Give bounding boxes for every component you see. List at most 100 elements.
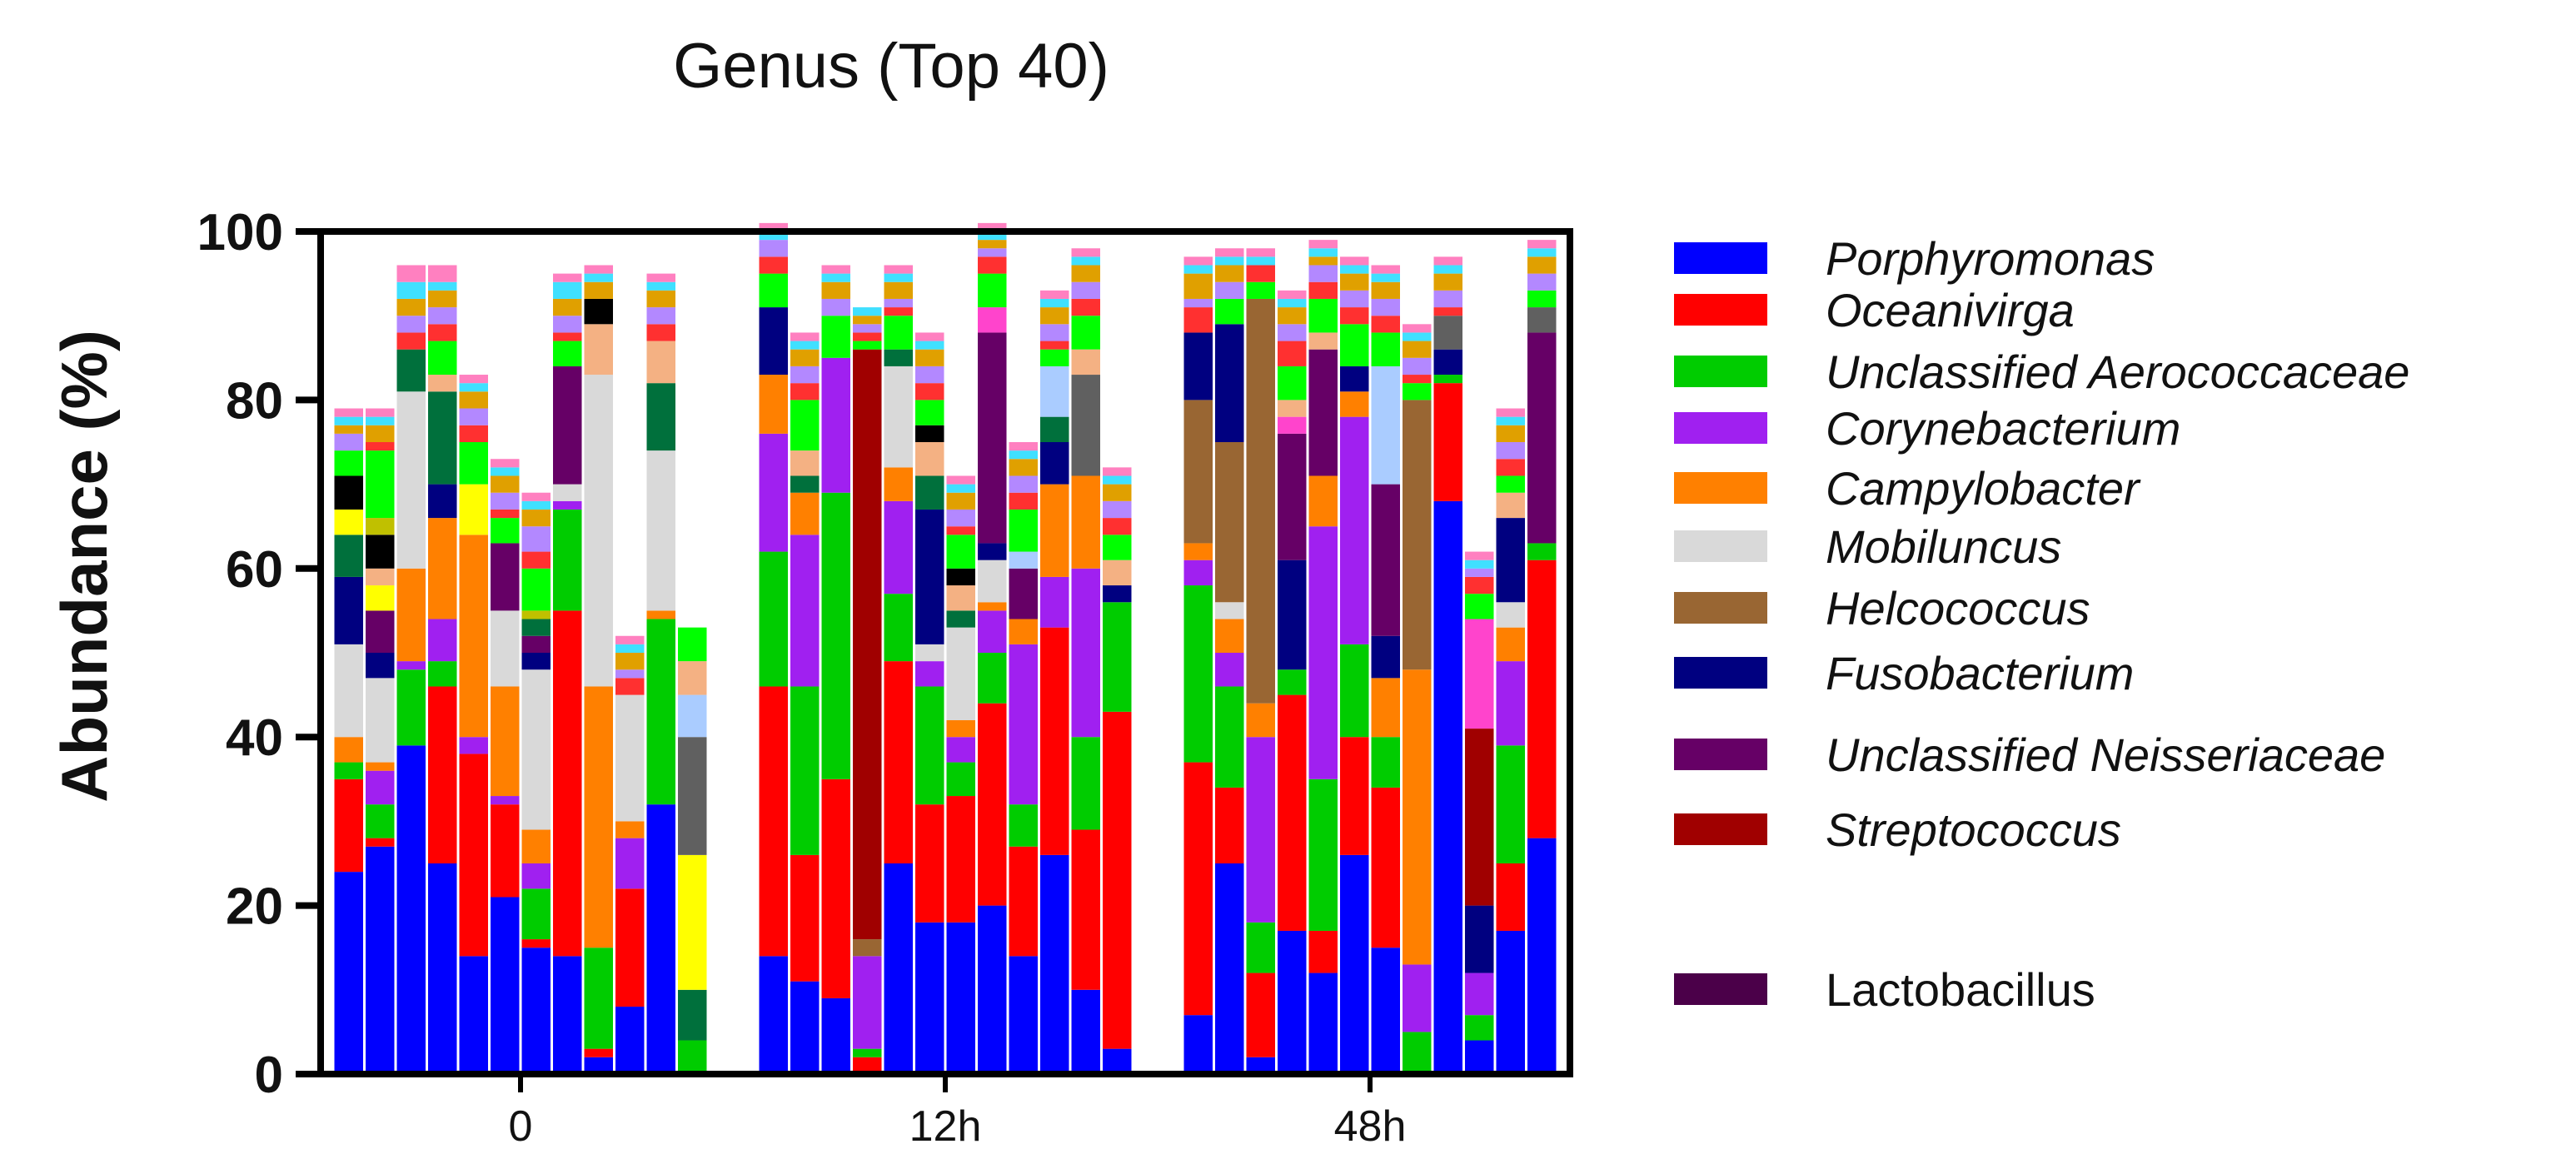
bar-segment: [366, 425, 395, 442]
bar-segment: [1246, 1057, 1275, 1074]
bar-segment: [978, 610, 1007, 653]
bar-segment: [646, 619, 675, 805]
bar-segment: [366, 762, 395, 771]
bar-segment: [1308, 281, 1338, 299]
bar-segment: [915, 349, 944, 366]
bar-segment: [1278, 298, 1307, 308]
bar-segment: [678, 854, 707, 990]
bar-segment: [1340, 265, 1369, 274]
bar-segment: [334, 475, 363, 510]
y-tick-label: 60: [226, 541, 283, 599]
bar-segment: [491, 610, 520, 687]
bar-segment: [646, 307, 675, 325]
bar-segment: [946, 719, 975, 738]
bar-segment: [521, 829, 551, 863]
bar-segment: [396, 332, 426, 350]
bar-segment: [1183, 273, 1213, 299]
bar-segment: [1278, 694, 1307, 931]
bar-segment: [1009, 804, 1038, 847]
bar-segment: [1308, 930, 1338, 973]
bar-segment: [946, 627, 975, 720]
bar-segment: [946, 762, 975, 797]
bar-segment: [366, 416, 395, 425]
bar-segment: [428, 484, 457, 519]
bar-segment: [521, 551, 551, 569]
bar-segment: [1278, 307, 1307, 325]
y-tick-label: 0: [255, 1047, 283, 1104]
bar-segment: [884, 500, 913, 594]
bar-segment: [334, 737, 363, 763]
bar-segment: [334, 509, 363, 535]
bar-segment: [946, 737, 975, 763]
bar-segment: [1403, 400, 1432, 670]
bar-segment: [1496, 475, 1525, 493]
bar-segment: [1215, 248, 1244, 257]
bar-segment: [491, 459, 520, 468]
bar-segment: [553, 610, 582, 957]
bar-segment: [1103, 500, 1132, 519]
bar-segment: [334, 416, 363, 425]
bar-segment: [1009, 619, 1038, 644]
bar-segment: [584, 1048, 613, 1057]
bar-segment: [759, 307, 788, 376]
bar-segment: [678, 627, 707, 662]
legend-swatch: [1674, 412, 1767, 444]
bar-segment: [646, 610, 675, 619]
bar-segment: [978, 240, 1007, 249]
bar-segment: [1183, 298, 1213, 308]
legend-swatch: [1674, 530, 1767, 562]
legend-label: Mobiluncus: [1826, 520, 2061, 573]
bar-segment: [1465, 972, 1494, 1016]
bar-segment: [1496, 745, 1525, 863]
bar-segment: [946, 492, 975, 510]
bar-segment: [1465, 568, 1494, 577]
bar-segment: [821, 778, 850, 998]
bar-segment: [759, 686, 788, 957]
bar-segment: [1308, 256, 1338, 266]
bar-segment: [1071, 475, 1100, 569]
bar-segment: [615, 669, 645, 679]
bar-segment: [1215, 298, 1244, 325]
bar-segment: [1403, 964, 1432, 1032]
legend-label: Helcococcus: [1826, 582, 2090, 634]
bar-segment: [1465, 551, 1494, 560]
bar-segment: [1403, 332, 1432, 341]
bar-segment: [915, 425, 944, 442]
bar-segment: [1215, 653, 1244, 687]
bar-segment: [821, 281, 850, 299]
bar-segment: [1103, 484, 1132, 501]
bar-segment: [1103, 467, 1132, 476]
bar-segment: [553, 956, 582, 1074]
bar-segment: [553, 298, 582, 316]
bar-segment: [1308, 475, 1338, 527]
bar-segment: [459, 535, 488, 738]
bar-segment: [853, 939, 882, 957]
bar-segment: [1340, 307, 1369, 325]
bar-segment: [1496, 627, 1525, 662]
bar-segment: [915, 442, 944, 476]
bar-segment: [790, 475, 820, 493]
bar-segment: [1278, 930, 1307, 1074]
bar-segment: [915, 400, 944, 425]
bar-segment: [821, 265, 850, 274]
bar-segment: [759, 222, 788, 231]
bar-segment: [1246, 248, 1275, 257]
bar-segment: [1246, 972, 1275, 1057]
bar-segment: [491, 804, 520, 898]
bar-segment: [884, 316, 913, 350]
bar-segment: [790, 450, 820, 476]
bar-segment: [1371, 273, 1400, 282]
bar-segment: [1183, 265, 1213, 274]
bar-segment: [459, 383, 488, 392]
bar-segment: [366, 450, 395, 519]
bar-segment: [1009, 956, 1038, 1074]
bar-segment: [1433, 265, 1462, 274]
bar-segment: [884, 366, 913, 468]
bar-segment: [1496, 459, 1525, 476]
bar-segment: [1527, 273, 1557, 291]
bar-segment: [821, 997, 850, 1074]
bar-segment: [366, 653, 395, 679]
bar-segment: [521, 948, 551, 1074]
legend-swatch: [1674, 813, 1767, 845]
